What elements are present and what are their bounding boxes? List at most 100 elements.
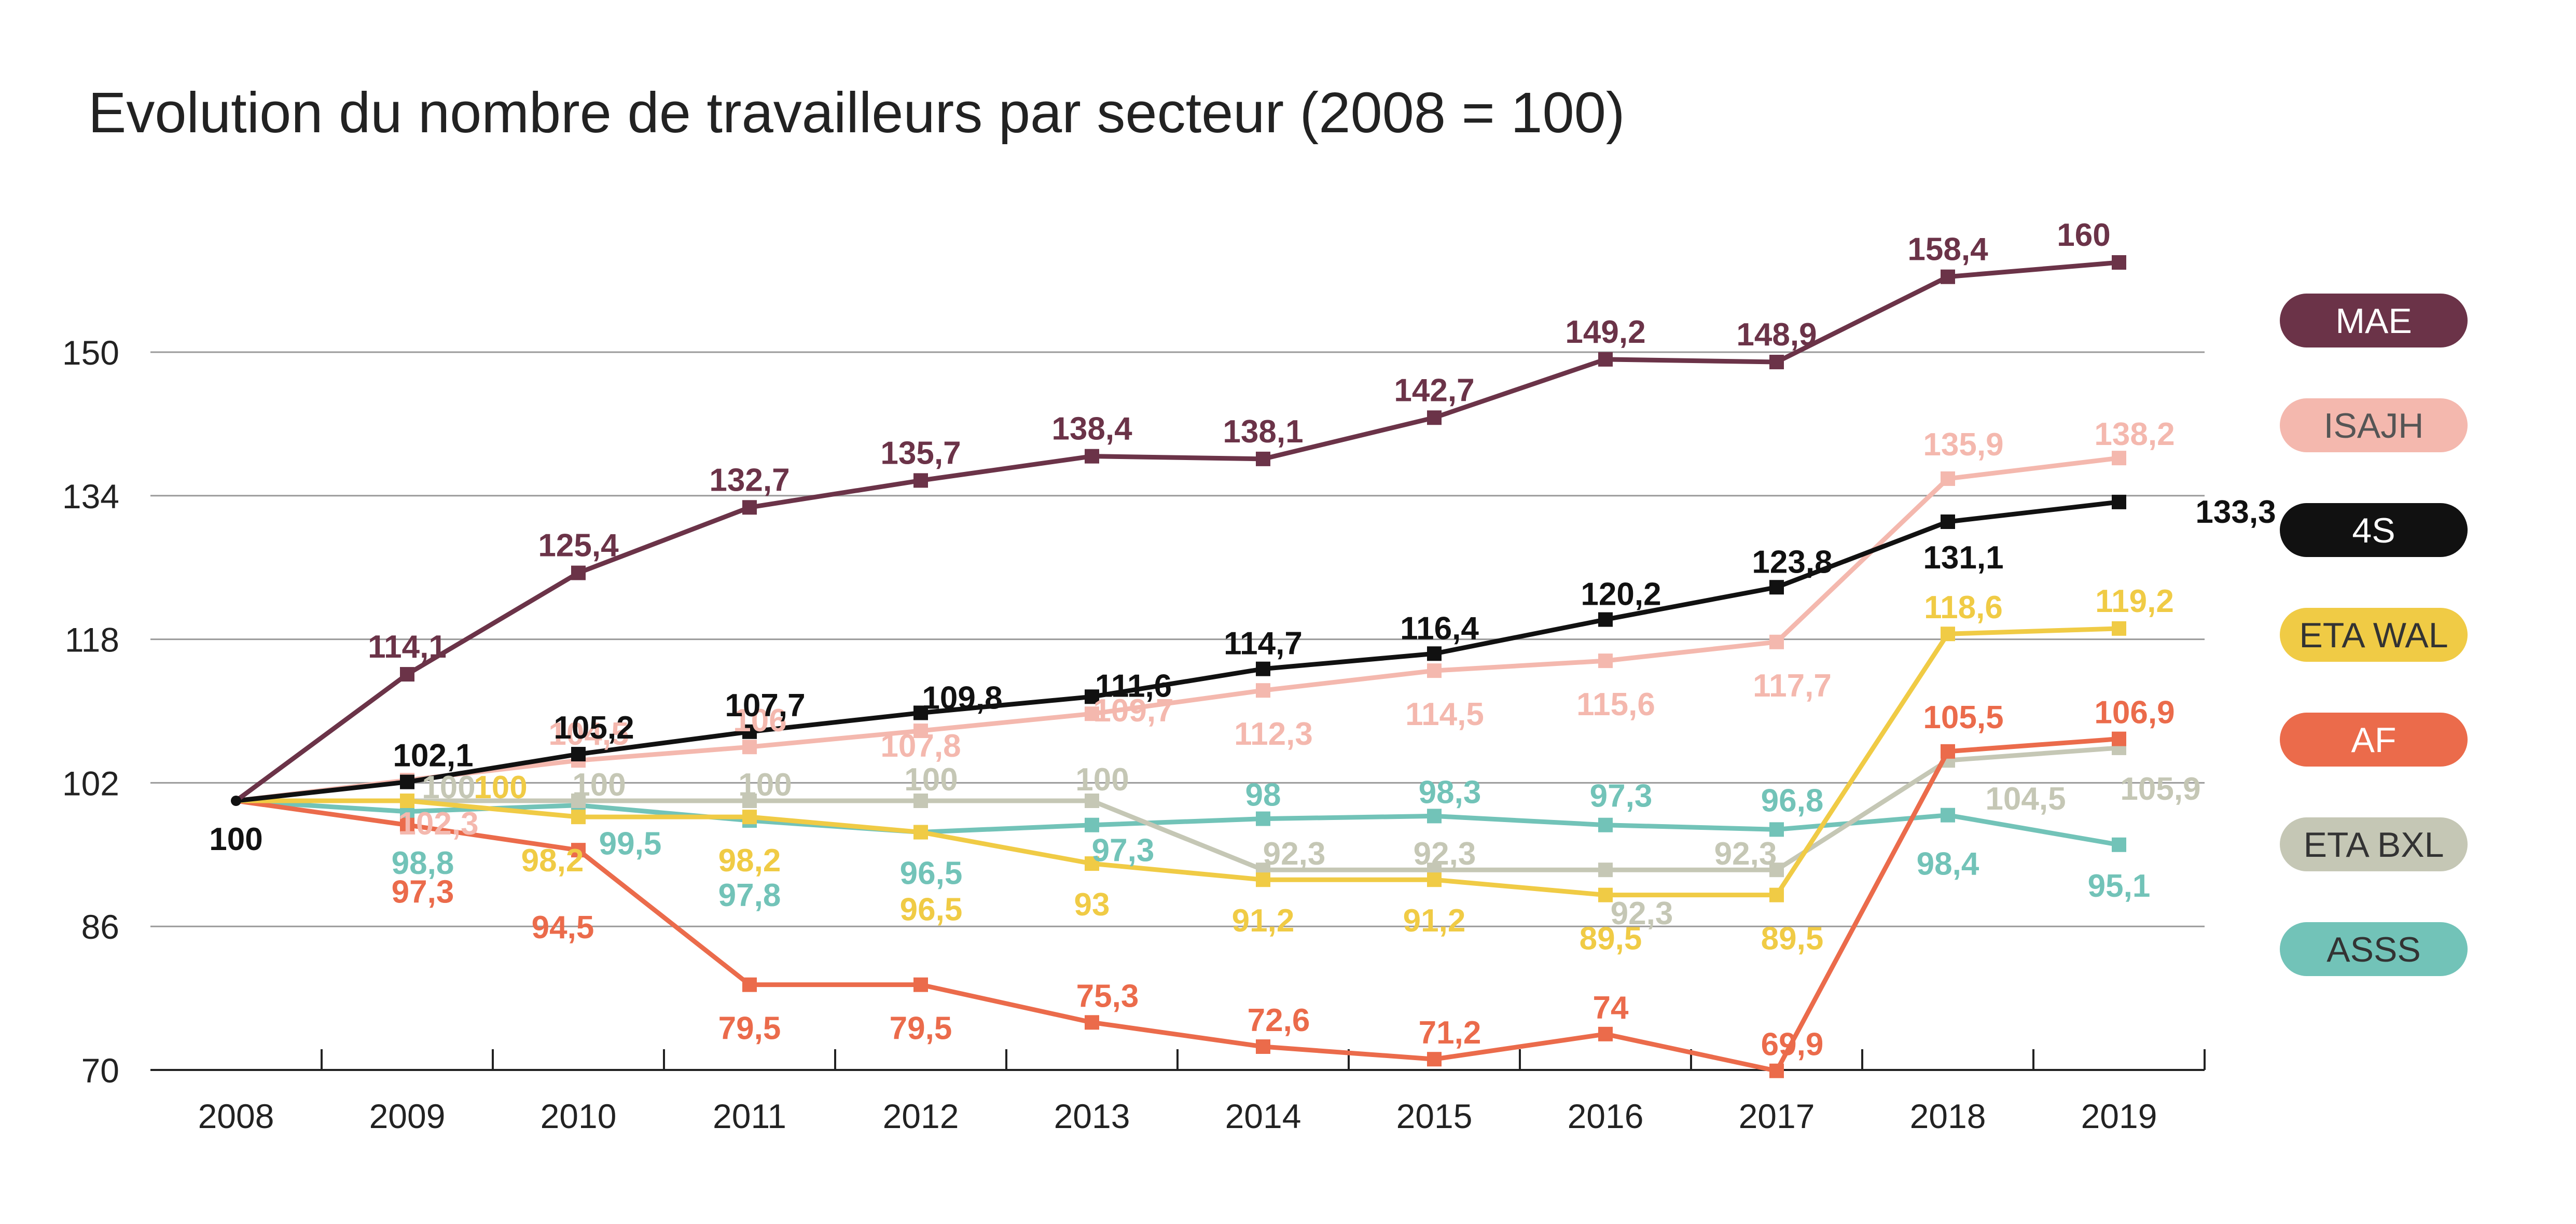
point-af-2009 — [400, 817, 414, 832]
point-asss-2019 — [2112, 837, 2126, 852]
point-4s-2018 — [1941, 514, 1955, 529]
data-label-mae-2016: 149,2 — [1565, 314, 1645, 350]
point-eta-bxl-2011 — [742, 794, 757, 808]
data-label-isajh-2016: 115,6 — [1576, 687, 1655, 722]
point-eta-wal-2014 — [1256, 872, 1270, 887]
point-mae-2009 — [400, 667, 414, 682]
y-tick-label-102: 102 — [62, 764, 119, 802]
data-label-mae-2012: 135,7 — [880, 435, 961, 471]
data-label-eta-wal-2017: 89,5 — [1761, 921, 1824, 957]
data-label-mae-2010: 125,4 — [538, 528, 619, 564]
line-mae — [234, 260, 2120, 803]
legend-swatch-eta-bxl — [2280, 817, 2468, 871]
point-isajh-2015 — [1427, 663, 1442, 678]
legend-item-isajh[interactable]: ISAJH — [2280, 398, 2468, 452]
data-label-af-2010: 94,5 — [532, 910, 594, 945]
point-4s-2010 — [571, 747, 586, 762]
chart-title: Evolution du nombre de travailleurs par … — [88, 81, 1625, 145]
gridlines — [150, 351, 2205, 927]
data-label-mae-2013: 138,4 — [1051, 411, 1132, 447]
point-asss-2018 — [1941, 808, 1955, 823]
data-label-eta-bxl-2018: 104,5 — [1985, 781, 2066, 817]
point-isajh-2018 — [1941, 471, 1955, 486]
data-label-isajh-2009: 102,3 — [398, 806, 478, 842]
point-eta-wal-2013 — [1085, 856, 1099, 871]
point-asss-2013 — [1085, 817, 1099, 832]
data-label-asss-2009: 98,8 — [392, 845, 454, 881]
point-mae-2011 — [742, 500, 757, 515]
point-af-2014 — [1256, 1039, 1270, 1054]
data-label-4s-2009: 102,1 — [393, 738, 473, 774]
data-label-eta-bxl-2019: 105,9 — [2120, 771, 2200, 807]
legend-label-eta-wal: ETA WAL — [2299, 616, 2448, 655]
point-4s-2017 — [1769, 580, 1784, 595]
point-eta-wal-2015 — [1427, 872, 1442, 887]
data-label-asss-2018: 98,4 — [1917, 846, 1979, 882]
y-tick-label-70: 70 — [81, 1051, 119, 1090]
data-label-eta-wal-2011: 98,2 — [718, 843, 781, 879]
point-4s-2013 — [1085, 689, 1099, 704]
legend-swatch-isajh — [2280, 398, 2468, 452]
data-label-af-2011: 79,5 — [718, 1011, 781, 1047]
data-label-4s-2016: 120,2 — [1581, 577, 1661, 613]
series-isajh — [236, 451, 2126, 803]
point-eta-bxl-2013 — [1085, 794, 1099, 808]
point-4s-2014 — [1256, 661, 1270, 676]
data-label-eta-wal-2015: 91,2 — [1403, 903, 1466, 939]
data-label-eta-wal-2012: 96,5 — [900, 892, 963, 928]
point-mae-2012 — [913, 473, 928, 488]
point-eta-bxl-2010 — [571, 794, 586, 808]
legend-item-af[interactable]: AF — [2280, 713, 2468, 767]
data-label-eta-bxl-2016: 92,3 — [1611, 896, 1673, 931]
data-label-af-2018: 105,5 — [1923, 700, 2003, 735]
data-label-mae-2019: 160 — [2057, 217, 2110, 253]
data-label-eta-bxl-2012: 100 — [904, 762, 958, 798]
data-label-mae-2015: 142,7 — [1394, 372, 1474, 408]
point-mae-2014 — [1256, 451, 1270, 466]
point-origin-2008 — [231, 796, 241, 806]
point-eta-wal-2012 — [913, 825, 928, 840]
data-label-af-2017: 69,9 — [1761, 1027, 1824, 1063]
data-label-isajh-2010: 104,5 — [548, 716, 629, 752]
point-isajh-2012 — [913, 724, 928, 739]
data-label-isajh-2019: 138,2 — [2094, 416, 2175, 452]
point-isajh-2014 — [1256, 683, 1270, 698]
legend[interactable]: MAE ISAJH 4S ETA WAL AF ETA BXL ASSS — [2280, 294, 2468, 976]
point-af-2015 — [1427, 1052, 1442, 1067]
data-label-4s-2011: 107,7 — [725, 688, 805, 724]
legend-item-asss[interactable]: ASSS — [2280, 922, 2468, 976]
line-af — [236, 736, 2120, 1074]
legend-label-asss: ASSS — [2326, 930, 2420, 969]
line-eta-wal — [236, 626, 2120, 898]
point-eta-bxl-2016 — [1598, 863, 1613, 878]
data-label-asss-2015: 98,3 — [1419, 774, 1481, 810]
legend-item-eta-bxl[interactable]: ETA BXL — [2280, 817, 2468, 871]
point-4s-2011 — [742, 724, 757, 739]
x-tick-label-2016: 2016 — [1568, 1097, 1644, 1135]
data-label-eta-wal-2014: 91,2 — [1232, 903, 1295, 939]
point-asss-2014 — [1256, 811, 1270, 826]
y-tick-label-150: 150 — [62, 333, 119, 372]
data-label-isajh-2013: 109,7 — [1093, 693, 1173, 729]
data-label-af-2009: 97,3 — [392, 874, 454, 910]
point-eta-wal-2010 — [571, 810, 586, 825]
series-4s — [236, 494, 2126, 803]
point-mae-2010 — [571, 565, 586, 580]
data-label-eta-bxl-2009: 100 — [422, 770, 475, 805]
data-label-af-2014: 72,6 — [1248, 1003, 1310, 1038]
point-mae-2015 — [1427, 410, 1442, 425]
data-label-mae-2018: 158,4 — [1907, 232, 1988, 268]
legend-item-eta-wal[interactable]: ETA WAL — [2280, 608, 2468, 662]
data-label-asss-2019: 95,1 — [2088, 868, 2151, 904]
point-eta-bxl-2012 — [913, 794, 928, 808]
legend-item-4s[interactable]: 4S — [2280, 503, 2468, 557]
data-label-asss-2017: 96,8 — [1761, 783, 1824, 818]
legend-item-mae[interactable]: MAE — [2280, 294, 2468, 347]
data-label-eta-bxl-2014: 92,3 — [1263, 836, 1326, 872]
point-af-2010 — [571, 843, 586, 858]
x-tick-label-2012: 2012 — [883, 1097, 959, 1135]
data-label-af-2013: 75,3 — [1076, 978, 1139, 1014]
